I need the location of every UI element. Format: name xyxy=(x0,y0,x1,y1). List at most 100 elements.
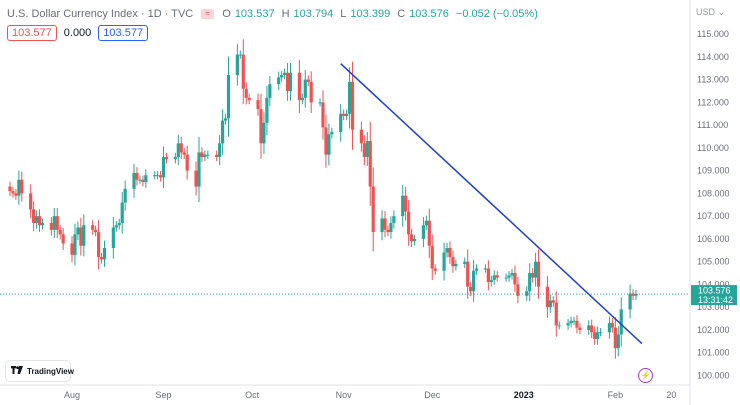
candle-body xyxy=(55,216,59,230)
candle-body xyxy=(91,225,95,230)
candle-body xyxy=(297,72,301,101)
candle-body xyxy=(504,277,508,279)
candle-body xyxy=(141,179,145,183)
candle-body xyxy=(49,222,53,230)
candle-body xyxy=(404,195,408,212)
x-tick-label: Sep xyxy=(156,390,172,400)
bid-price-box[interactable]: 103.577 xyxy=(7,25,57,41)
candle-body xyxy=(247,97,251,101)
y-tick-label: 102.000 xyxy=(697,325,730,335)
candle-body xyxy=(173,156,177,160)
currency-label: USD xyxy=(696,7,716,17)
candle-body xyxy=(619,309,623,335)
market-closed-icon[interactable]: ≈ xyxy=(201,9,215,19)
candle-body xyxy=(306,79,310,82)
low-value: 103.399 xyxy=(350,8,391,20)
candle-body xyxy=(545,286,550,308)
x-tick-label: Feb xyxy=(608,390,624,400)
y-tick-label: 100.000 xyxy=(697,370,730,380)
logo-text: TradingView xyxy=(27,366,74,376)
close-value: 103.576 xyxy=(409,8,449,20)
open-label: O xyxy=(222,8,231,20)
candle-body xyxy=(215,154,219,157)
candle-body xyxy=(235,54,239,76)
candle-body xyxy=(194,170,198,187)
candle-body xyxy=(536,261,541,287)
low-label: L xyxy=(340,8,347,20)
candle-body xyxy=(471,270,476,292)
candle-body xyxy=(11,191,15,194)
currency-selector[interactable]: USD ⌄ xyxy=(696,7,726,17)
candle-body xyxy=(144,175,148,183)
candle-body xyxy=(421,225,425,239)
candle-body xyxy=(628,293,632,310)
symbol-title[interactable]: U.S. Dollar Currency Index · 1D · TVC xyxy=(7,8,194,20)
y-tick-label: 112.000 xyxy=(697,97,729,107)
candle-body xyxy=(427,220,431,246)
candle-body xyxy=(241,54,245,89)
candle-body xyxy=(474,268,479,271)
candle-body xyxy=(557,325,561,327)
candle-body xyxy=(513,273,517,285)
candle-body xyxy=(362,143,366,157)
candle-body xyxy=(79,227,83,246)
candle-body xyxy=(433,268,437,271)
y-tick-label: 101.000 xyxy=(697,348,730,358)
candle-body xyxy=(510,273,514,276)
candle-body xyxy=(158,175,163,178)
candle-body xyxy=(401,195,405,217)
candle-body xyxy=(587,325,591,330)
candle-body xyxy=(135,172,139,180)
candle-body xyxy=(380,218,384,233)
candle-body xyxy=(99,257,104,260)
y-tick-label: 107.000 xyxy=(697,211,730,221)
candle-body xyxy=(616,334,620,349)
y-tick-label: 115.000 xyxy=(697,29,729,39)
candle-body xyxy=(409,234,414,242)
candle-body xyxy=(631,293,635,296)
candle-body xyxy=(8,186,12,192)
candle-body xyxy=(111,227,115,249)
candle-body xyxy=(185,154,189,171)
candle-body xyxy=(613,327,617,349)
candle-body xyxy=(392,216,396,223)
candle-body xyxy=(285,72,290,91)
candle-body xyxy=(554,302,558,326)
candle-body xyxy=(303,79,307,98)
candle-body xyxy=(37,216,42,226)
candle-body xyxy=(300,97,304,101)
candle-body xyxy=(407,211,411,235)
candle-body xyxy=(52,216,56,230)
candle-body xyxy=(469,286,473,292)
x-tick-label: Aug xyxy=(64,390,80,400)
candle-body xyxy=(590,325,594,333)
price-tag-countdown: 13:31:42 xyxy=(698,295,733,305)
candle-body xyxy=(120,202,124,223)
candle-body xyxy=(327,134,331,155)
x-tick-label: 20 xyxy=(666,390,676,400)
candle-body xyxy=(123,188,127,203)
high-value: 103.794 xyxy=(293,8,334,20)
candle-body xyxy=(156,175,160,177)
candle-body xyxy=(486,268,490,283)
candle-body xyxy=(531,273,535,278)
candle-body xyxy=(534,261,538,278)
close-label: C xyxy=(397,8,406,20)
candle-body xyxy=(179,143,183,153)
candle-body xyxy=(244,88,248,98)
candle-body xyxy=(200,152,204,157)
candle-body xyxy=(29,193,33,210)
lightning-icon[interactable]: ⚡ xyxy=(638,368,653,383)
candle-body xyxy=(70,243,74,255)
candle-body xyxy=(389,222,393,233)
candle-body xyxy=(495,275,499,278)
candle-body xyxy=(277,77,281,85)
candle-body xyxy=(528,273,532,292)
candle-body xyxy=(182,152,186,155)
ask-price-box[interactable]: 103.577 xyxy=(98,25,149,41)
tradingview-logo[interactable]: TradingView xyxy=(5,360,74,382)
candle-body xyxy=(218,143,222,157)
candle-body xyxy=(430,245,434,269)
candle-body xyxy=(548,300,552,308)
